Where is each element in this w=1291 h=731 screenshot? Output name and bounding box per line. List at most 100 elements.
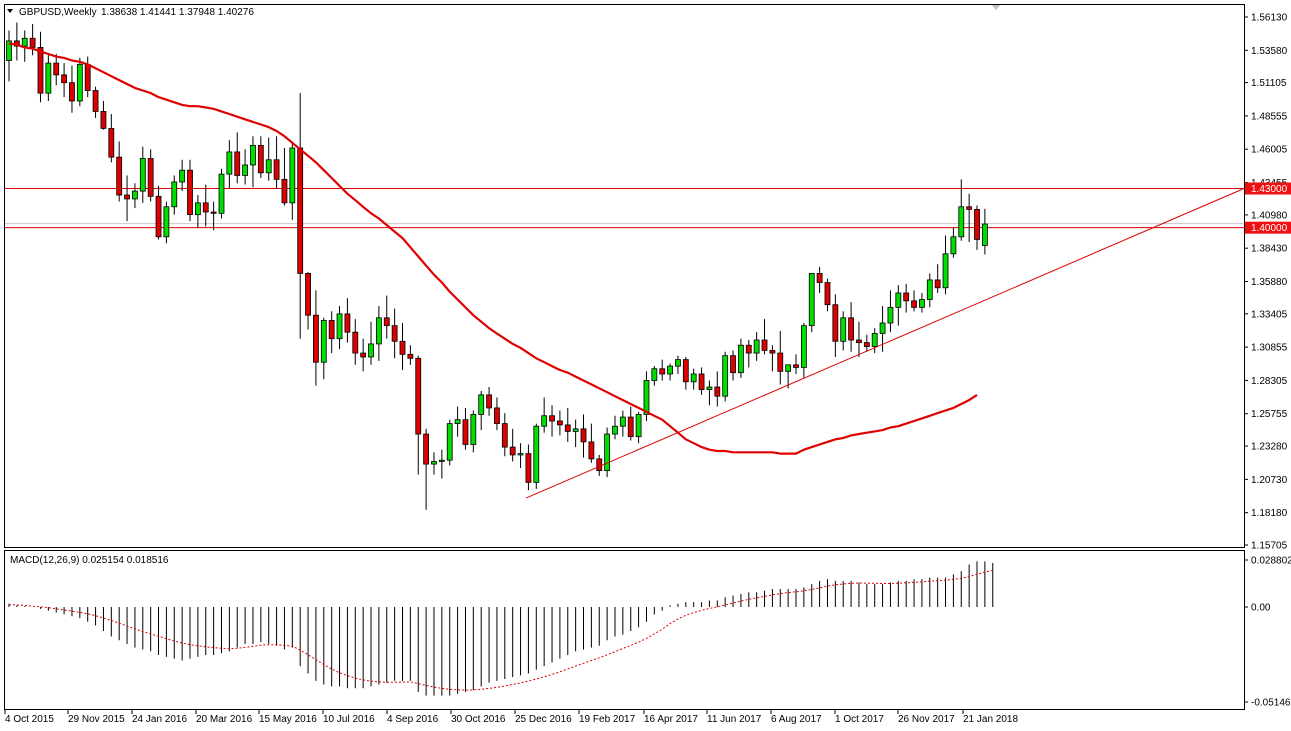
- candle-body: [871, 333, 878, 347]
- candle-body: [250, 144, 256, 166]
- candle-body: [619, 416, 626, 427]
- candle-body: [45, 62, 52, 94]
- price-tick-label: 1.46005: [1251, 145, 1288, 156]
- candle-body: [61, 74, 67, 84]
- candle-body: [179, 169, 186, 183]
- candle-body: [470, 414, 477, 445]
- time-tick-label: 20 Mar 2016: [196, 714, 253, 725]
- candle-body: [612, 425, 618, 435]
- price-tick-label: 1.48555: [1251, 111, 1288, 122]
- candle-body: [6, 40, 12, 61]
- ohlc-readout: 1.38638 1.41441 1.37948 1.40276: [101, 7, 254, 18]
- support-trendline: [525, 188, 1245, 499]
- candle-body: [163, 206, 170, 238]
- time-tick-label: 29 Nov 2015: [68, 714, 125, 725]
- price-tick-label: 1.15705: [1251, 541, 1288, 552]
- candle-body: [438, 459, 445, 462]
- candle-body: [478, 394, 485, 415]
- candle-body: [234, 151, 241, 176]
- time-tick-label: 25 Dec 2016: [515, 714, 572, 725]
- candle-body: [745, 344, 752, 354]
- collapse-arrow-icon[interactable]: [7, 9, 13, 13]
- candle-body: [76, 64, 83, 102]
- price-tick-label: 1.38430: [1251, 244, 1288, 255]
- candle-body: [824, 282, 831, 306]
- time-tick-label: 1 Oct 2017: [835, 714, 884, 725]
- candle-body: [100, 111, 107, 129]
- price-tick-label: 1.30855: [1251, 343, 1288, 354]
- candle-body: [202, 202, 209, 213]
- candle-body: [21, 37, 28, 47]
- candle-body: [509, 446, 516, 456]
- candle-body: [423, 433, 430, 465]
- candle-body: [981, 223, 988, 246]
- candle-body: [557, 420, 563, 426]
- price-tick-label: 1.18180: [1251, 508, 1288, 519]
- candle-body: [974, 208, 980, 240]
- candle-body: [863, 342, 870, 347]
- price-tick-label: 1.51105: [1251, 78, 1287, 89]
- candle-body: [116, 156, 123, 196]
- candle-body: [722, 355, 729, 397]
- candle-body: [675, 359, 681, 367]
- candle-body: [659, 368, 666, 375]
- candle-body: [879, 322, 886, 334]
- macd-panel[interactable]: [4, 550, 1245, 710]
- candle-body: [29, 37, 36, 48]
- candle-body: [785, 364, 792, 372]
- candle-body: [147, 158, 154, 197]
- candle-body: [328, 320, 335, 340]
- candle-body: [69, 82, 75, 102]
- price-panel[interactable]: [4, 4, 1245, 548]
- time-tick-label: 26 Nov 2017: [898, 714, 955, 725]
- horizontal-levels: 1.43000 1.40000: [5, 182, 1291, 234]
- candle-body: [777, 352, 784, 372]
- macd-series: 0.028802 0.00 -0.051466: [8, 556, 1291, 709]
- candle-body: [368, 343, 374, 358]
- candle-body: [934, 279, 941, 289]
- candle-body: [375, 317, 382, 345]
- price-tick-label: 1.20730: [1251, 475, 1288, 486]
- candle-body: [588, 441, 595, 460]
- price-tag: [1245, 221, 1291, 234]
- time-tick-label: 24 Jan 2016: [132, 714, 187, 725]
- candle-body: [958, 206, 965, 238]
- candle-body: [706, 386, 713, 391]
- candle-body: [454, 419, 461, 424]
- candle-body: [446, 423, 453, 461]
- candle-body: [627, 416, 634, 438]
- candle-body: [714, 386, 721, 397]
- candle-body: [494, 407, 500, 424]
- macd-tick-label: 0.028802: [1251, 556, 1291, 567]
- moving-average: [8, 42, 978, 455]
- candle-body: [840, 317, 847, 342]
- candle-body: [667, 365, 673, 375]
- candle-body: [242, 164, 249, 176]
- time-tick-label: 30 Oct 2016: [451, 714, 506, 725]
- candle-body: [856, 339, 862, 344]
- time-tick-label: 11 Jun 2017: [707, 714, 762, 725]
- time-tick-label: 6 Aug 2017: [771, 714, 822, 725]
- candle-body: [698, 373, 705, 391]
- candlesticks: [6, 22, 988, 510]
- time-tick-label: 19 Feb 2017: [579, 714, 636, 725]
- candle-body: [360, 352, 367, 358]
- candle-body: [816, 272, 823, 283]
- candle-body: [730, 355, 736, 374]
- candle-body: [415, 357, 422, 435]
- candle-body: [226, 151, 233, 175]
- candle-body: [501, 423, 508, 448]
- chart-shift-marker-icon[interactable]: [992, 5, 1000, 10]
- candle-body: [297, 147, 304, 274]
- candle-body: [564, 424, 571, 432]
- candle-body: [966, 206, 973, 210]
- candle-body: [604, 433, 611, 472]
- candle-body: [643, 380, 650, 415]
- candle-body: [84, 64, 91, 91]
- candle-body: [391, 325, 398, 342]
- candle-body: [832, 304, 839, 342]
- price-tag-label: 1.43000: [1251, 184, 1288, 195]
- time-axis: 4 Oct 2015 29 Nov 2015 24 Jan 2016 20 Mar 2…: [4, 710, 1018, 725]
- candle-body: [572, 428, 579, 432]
